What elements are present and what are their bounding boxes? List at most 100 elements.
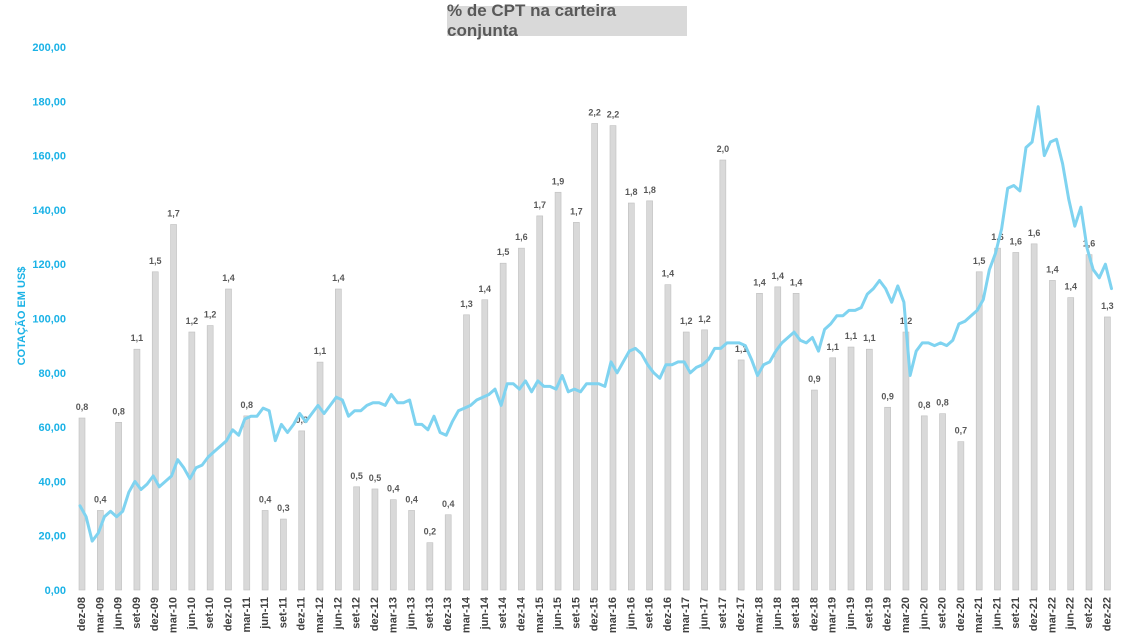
bar-data-label: 0,2 [424, 527, 437, 537]
x-tick-label: jun-10 [186, 597, 198, 630]
x-tick-label: mar-21 [973, 597, 985, 633]
bar [426, 542, 434, 591]
bar [133, 348, 141, 591]
x-tick-label: jun-12 [332, 597, 344, 630]
x-tick-label: jun-21 [992, 597, 1004, 630]
bar-data-label: 1,7 [167, 209, 180, 219]
y-tick-label: 40,00 [38, 476, 66, 488]
x-tick-label: mar-10 [168, 597, 180, 633]
bar-data-label: 0,7 [955, 426, 968, 436]
bar [316, 361, 324, 591]
bar [939, 413, 946, 591]
x-tick-label: jun-11 [259, 597, 271, 630]
bar-data-label: 1,4 [1046, 264, 1059, 274]
bar [115, 421, 122, 591]
x-tick-label: dez-15 [589, 597, 601, 631]
x-tick-label: mar-12 [314, 597, 326, 633]
bar-data-label: 0,8 [936, 398, 949, 408]
y-tick-label: 0,00 [45, 585, 66, 597]
y-tick-label: 200,00 [32, 42, 66, 54]
x-tick-label: mar-15 [534, 597, 546, 633]
bar [78, 417, 86, 591]
bar-data-label: 1,4 [222, 273, 235, 283]
x-tick-label: set-18 [790, 597, 802, 629]
bar-data-label: 1,6 [1028, 228, 1041, 238]
bar-data-label: 1,3 [460, 299, 473, 309]
bar-data-label: 1,5 [149, 256, 162, 266]
bar [371, 488, 379, 591]
bar-data-label: 1,7 [533, 200, 546, 210]
bar-data-label: 1,9 [552, 176, 565, 186]
bar-data-label: 0,3 [277, 503, 290, 513]
x-tick-label: mar-19 [827, 597, 839, 633]
x-tick-label: mar-11 [241, 597, 253, 632]
bar [994, 247, 1001, 591]
bar-data-label: 1,1 [863, 333, 876, 343]
bar [719, 159, 727, 591]
bar [737, 359, 745, 591]
bar [866, 348, 873, 591]
bar-data-label: 1,3 [1101, 301, 1114, 311]
bar [627, 202, 635, 591]
y-tick-label: 140,00 [32, 205, 66, 217]
bar-data-label: 0,5 [369, 473, 382, 483]
bar [463, 314, 470, 591]
line-series [78, 105, 1113, 543]
bar [1104, 316, 1111, 591]
x-tick-label: mar-16 [607, 597, 619, 633]
bar-data-label: 0,9 [881, 391, 894, 401]
bar [280, 518, 287, 591]
bar-data-label: 1,6 [1083, 239, 1096, 249]
x-tick-label: jun-16 [625, 597, 637, 630]
bar [1012, 252, 1020, 591]
bar-data-label: 1,6 [1010, 236, 1023, 246]
bar-data-label: 0,8 [76, 402, 89, 412]
bar-data-label: 1,7 [570, 206, 583, 216]
bar [389, 499, 397, 591]
bar-data-label: 0,8 [241, 400, 254, 410]
x-tick-label: set-21 [1010, 597, 1022, 629]
x-tick-label: dez-19 [882, 597, 894, 631]
x-tick-label: set-20 [937, 597, 949, 629]
bar-data-label: 1,4 [790, 277, 803, 287]
bar-data-label: 1,8 [643, 185, 656, 195]
bar-data-label: 1,1 [845, 331, 858, 341]
x-tick-label: jun-13 [406, 597, 418, 630]
x-tick-label: mar-20 [900, 597, 912, 633]
y-tick-label: 20,00 [38, 531, 66, 543]
x-tick-label: dez-17 [735, 597, 747, 631]
bar [811, 389, 818, 591]
bar-data-label: 1,6 [991, 232, 1004, 242]
x-tick-label: jun-22 [1065, 597, 1077, 630]
x-tick-label: mar-09 [94, 597, 106, 633]
bar-data-label: 0,8 [918, 400, 931, 410]
bar-data-label: 1,4 [772, 271, 785, 281]
y-axis: 0,00 20,00 40,00 60,00 80,00 100,00 120,00 140,… [32, 42, 66, 597]
bar [481, 299, 489, 591]
bar [97, 510, 104, 591]
bar-data-label: 1,5 [973, 256, 986, 266]
bar-data-label: 1,5 [497, 247, 510, 257]
bar [243, 415, 251, 591]
bar [554, 191, 562, 591]
bar [902, 331, 910, 591]
bar-data-label: 1,2 [204, 310, 217, 320]
bar-data-label: 2,0 [717, 144, 730, 154]
x-tick-label: set-10 [204, 597, 216, 629]
bar-data-label: 2,2 [607, 110, 620, 120]
bar-data-label: 1,1 [735, 344, 748, 354]
bar [353, 486, 360, 591]
x-tick-label: set-19 [863, 597, 875, 629]
x-tick-label: set-11 [277, 597, 289, 628]
bar-data-label: 0,4 [387, 484, 400, 494]
x-tick-label: dez-11 [296, 597, 308, 631]
bar-data-label: 1,1 [131, 333, 144, 343]
x-tick-label: dez-14 [515, 596, 527, 631]
bar-data-label: 1,1 [826, 342, 839, 352]
bar [499, 262, 507, 591]
bar-data-label: 1,4 [479, 284, 492, 294]
bar [261, 510, 269, 591]
bar-data-label: 1,6 [515, 232, 528, 242]
bar-data-label: 0,8 [112, 406, 125, 416]
bar [646, 200, 653, 591]
